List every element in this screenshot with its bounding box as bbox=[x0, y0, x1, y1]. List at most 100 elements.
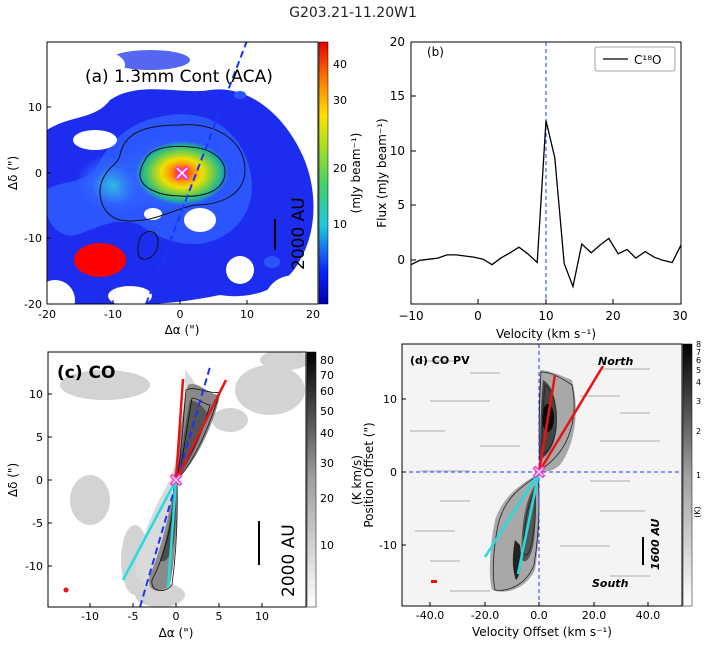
panel-a-xtick: 20 bbox=[306, 308, 320, 321]
panel-b-xticks: −10 0 10 20 30 bbox=[398, 309, 687, 323]
panel-c-cbar-tick: 30 bbox=[320, 457, 334, 470]
panel-c-cbar-tick: 20 bbox=[320, 492, 334, 505]
panel-c-scalebar-label: 2000 AU bbox=[279, 524, 299, 597]
panel-c-source-marker bbox=[169, 473, 183, 487]
panel-a-xtick: 10 bbox=[240, 308, 254, 321]
panel-c-cbar-tick: 50 bbox=[320, 405, 334, 418]
panel-a-source-marker bbox=[174, 165, 190, 181]
panel-b-series-c18o bbox=[410, 120, 682, 289]
panel-c-colorbar bbox=[306, 351, 317, 608]
panel-c-blue-edge bbox=[166, 479, 178, 589]
panel-a-ylabel: Δδ (") bbox=[6, 156, 20, 190]
panel-b-ylabel: Flux (mJy beam⁻¹) bbox=[375, 118, 389, 227]
panel-d-xtick: -20.0 bbox=[471, 609, 499, 622]
panel-a-xtick: 0 bbox=[177, 308, 184, 321]
panel-c-xtick: -10 bbox=[81, 610, 99, 623]
panel-c-blue-edge bbox=[121, 479, 178, 581]
panel-d-cbar-tick: 2 bbox=[696, 427, 701, 436]
panel-a-colorbar-label: (mJy beam⁻¹) bbox=[349, 133, 363, 214]
panel-a-xtick: -10 bbox=[104, 308, 122, 321]
panel-d-colorbar bbox=[682, 343, 693, 607]
panel-b-ytick: 0 bbox=[397, 253, 405, 267]
panel-c: (c) CO 2000 AU -10 -5 0 5 10 -10 -5 0 5 … bbox=[6, 351, 364, 640]
panel-b-ytick: 15 bbox=[390, 89, 405, 103]
panel-d-red-edge bbox=[537, 365, 605, 473]
panel-a: (a) 1.3mm Cont (ACA) 2000 AU -20 -10 0 1… bbox=[6, 41, 363, 337]
panel-d-colorbar-label: (K) bbox=[693, 506, 702, 518]
panel-a-xlabel: Δα (") bbox=[165, 323, 200, 337]
panel-d: (d) CO PV North South 1600 AU -40.0 -20.… bbox=[362, 340, 702, 639]
panel-a-colorbar bbox=[318, 41, 329, 305]
panel-d-blue-edge bbox=[516, 471, 541, 575]
panel-d-xtick: 40.0 bbox=[636, 609, 661, 622]
panel-b-yticks: 0 5 10 15 20 bbox=[390, 35, 405, 267]
panel-b-legend: C¹⁸O bbox=[594, 46, 676, 72]
panel-d-noise bbox=[410, 360, 660, 592]
panel-d-cbar-tick: 6 bbox=[696, 356, 701, 365]
panel-c-xtick: 0 bbox=[173, 610, 180, 623]
panel-b-xtick: 30 bbox=[672, 309, 687, 323]
panel-c-cbar-tick: 80 bbox=[320, 354, 334, 367]
panel-c-ytick: 10 bbox=[29, 388, 43, 401]
panel-d-cbar-tick: 8 bbox=[696, 340, 701, 349]
panel-a-xtick: -20 bbox=[38, 308, 56, 321]
panel-c-cbar-tick: 10 bbox=[320, 539, 334, 552]
panel-a-contours bbox=[99, 124, 246, 260]
panel-b-xtick: 20 bbox=[605, 309, 620, 323]
panel-d-source-marker bbox=[532, 465, 546, 479]
panel-c-xlabel: Δα (") bbox=[159, 626, 194, 640]
panel-d-cbar-tick: 5 bbox=[696, 366, 701, 375]
panel-c-cbar-tick: 70 bbox=[320, 369, 334, 382]
panel-c-xtick: -5 bbox=[128, 610, 139, 623]
panel-d-xtick: -40.0 bbox=[416, 609, 444, 622]
panel-c-ytick: -10 bbox=[25, 560, 43, 573]
panel-d-cbar-tick: 3 bbox=[696, 397, 701, 406]
panel-d-ytick: 10 bbox=[383, 393, 397, 406]
panel-b-xlabel: Velocity (km s⁻¹) bbox=[496, 327, 596, 341]
panel-b-legend-label: C¹⁸O bbox=[634, 53, 661, 67]
panel-b-ytick: 20 bbox=[390, 35, 405, 49]
panel-d-cbar-tick: 1 bbox=[696, 471, 701, 480]
panel-b-ytick: 10 bbox=[390, 144, 405, 158]
panel-c-xtick: 10 bbox=[255, 610, 269, 623]
panel-a-ytick: 10 bbox=[28, 101, 42, 114]
panel-c-ytick: 5 bbox=[36, 431, 43, 444]
panel-b-xtick: −10 bbox=[398, 309, 423, 323]
panel-d-scalebar-label: 1600 AU bbox=[649, 519, 662, 570]
panel-b-label: (b) bbox=[427, 45, 444, 59]
panel-a-beam bbox=[74, 243, 126, 277]
panel-c-colorbar-label: (K km/s) bbox=[350, 455, 364, 505]
panel-c-beam bbox=[63, 587, 69, 593]
panel-c-cbar-tick: 60 bbox=[320, 385, 334, 398]
panel-d-north-label: North bbox=[598, 355, 633, 368]
panel-a-ytick: -20 bbox=[24, 298, 42, 311]
panel-b-ytick: 5 bbox=[397, 198, 405, 212]
figure-title: G203.21-11.20W1 bbox=[289, 5, 417, 21]
panel-b-xtick: 10 bbox=[538, 309, 553, 323]
panel-c-red-edge bbox=[174, 379, 228, 481]
panel-a-ytick: -10 bbox=[24, 232, 42, 245]
panel-a-yticks: -20 -10 0 10 bbox=[24, 101, 42, 311]
panel-c-label: (c) CO bbox=[57, 363, 115, 383]
panel-a-cbar-tick: 30 bbox=[333, 94, 347, 107]
panel-c-ylabel: Δδ (") bbox=[6, 463, 20, 497]
panel-d-xlabel: Velocity Offset (km s⁻¹) bbox=[472, 625, 612, 639]
panel-d-xtick: 20.0 bbox=[582, 609, 607, 622]
panel-b-xtick: 0 bbox=[474, 309, 482, 323]
panel-c-ytick: -5 bbox=[32, 517, 43, 530]
panel-a-ytick: 0 bbox=[35, 167, 42, 180]
panel-a-label: (a) 1.3mm Cont (ACA) bbox=[85, 67, 273, 87]
panel-d-cbar-tick: 4 bbox=[696, 378, 701, 387]
panel-d-ytick: -10 bbox=[379, 539, 397, 552]
panel-d-ylabel: Position Offset (") bbox=[362, 422, 376, 527]
panel-a-scalebar-label: 2000 AU bbox=[289, 197, 309, 270]
panel-a-cbar-tick: 20 bbox=[333, 162, 347, 175]
panel-a-cbar-tick: 40 bbox=[333, 58, 347, 71]
panel-a-xticks: -20 -10 0 10 20 bbox=[38, 308, 320, 321]
panel-c-ytick: 0 bbox=[36, 474, 43, 487]
panel-d-south-label: South bbox=[592, 577, 629, 590]
panel-a-outflow-axis bbox=[145, 42, 248, 304]
panel-d-label: (d) CO PV bbox=[410, 354, 470, 367]
panel-d-xtick: 0.0 bbox=[530, 609, 548, 622]
